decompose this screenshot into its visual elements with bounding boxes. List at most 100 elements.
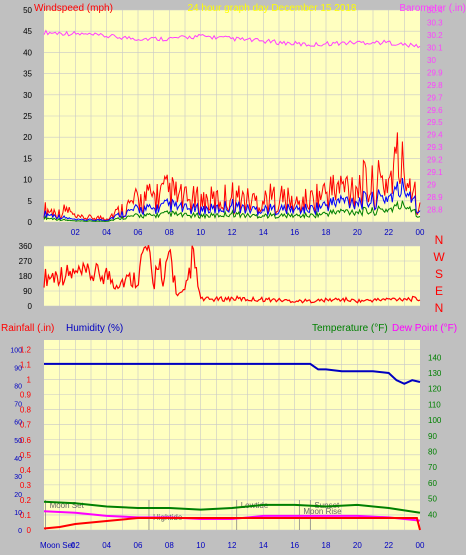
barometer-y-tick-label: 30.4: [427, 6, 443, 15]
wind-panel: 0 5 10 15 20 25 30 35 40 45 50 28.8 28.9 29 29.1 29.2 2…: [23, 3, 466, 237]
barometer-y-tick-label: 29.5: [427, 118, 443, 127]
barometer-y-tick-label: 29.2: [427, 156, 443, 165]
temperature-y-tick-label: 60: [428, 479, 437, 488]
wind-x-tick-label: 20: [353, 228, 362, 237]
wind-y-tick-label: 10: [23, 176, 32, 185]
barometer-y-tick-label: 29: [427, 181, 436, 190]
wind-x-tick-label: 18: [322, 228, 331, 237]
wind-y-tick-label: 35: [23, 70, 32, 79]
compass-label: N: [435, 301, 444, 315]
direction-y-tick-label: 270: [19, 257, 33, 266]
humidity-y-tick-label: 40: [14, 456, 22, 463]
barometer-y-ticks: 28.8 28.9 29 29.1 29.2 29.3 29.4 29.5 29.6 29.7 29…: [427, 6, 443, 215]
humidity-x-tick-label: 22: [384, 541, 393, 550]
temperature-y-tick-label: 80: [428, 448, 437, 457]
wind-y-tick-label: 5: [28, 197, 33, 206]
barometer-y-tick-label: 29.8: [427, 81, 443, 90]
wind-x-tick-label: 04: [102, 228, 111, 237]
direction-y-tick-label: 360: [19, 242, 33, 251]
wind-y-tick-label: 40: [23, 48, 32, 57]
wind-y-tick-label: 0: [28, 218, 33, 227]
dewpoint-y-label: Dew Point (°F): [392, 323, 457, 334]
gust-line: [43, 132, 421, 222]
wind-x-tick-label: 08: [165, 228, 174, 237]
humidity-x-tick-label: 12: [228, 541, 237, 550]
direction-y-tick-label: 180: [19, 272, 33, 281]
humidity-x-tick-label: 16: [290, 541, 299, 550]
rain-y-tick-label: 1.1: [20, 361, 32, 370]
wind-y-tick-label: 30: [23, 91, 32, 100]
humidity-y-tick-label: 30: [14, 474, 22, 481]
wind-y-tick-label: 45: [23, 27, 32, 36]
rain-y-tick-label: 0.5: [20, 451, 32, 460]
humidity-y-tick-label: 70: [14, 402, 22, 409]
humidity-x-ticks: 02 04 06 08 10 12 14 16 18 20 22 00: [71, 541, 425, 550]
direction-y-tick-label: 0: [28, 302, 33, 311]
rain-y-tick-label: 0: [27, 526, 32, 535]
barometer-y-tick-label: 29.1: [427, 168, 443, 177]
humidity-x-tick-label: 00: [416, 541, 425, 550]
barometer-y-tick-label: 29.4: [427, 131, 443, 140]
annotation-label: Moon Rise: [303, 507, 342, 516]
rain-y-tick-label: 0.9: [20, 391, 32, 400]
wind-x-tick-label: 02: [71, 228, 80, 237]
temperature-line: [43, 500, 421, 514]
rain-y-tick-label: 0.7: [20, 421, 32, 430]
wind-y-ticks: 0 5 10 15 20 25 30 35 40 45 50: [23, 6, 32, 227]
temperature-y-label: Temperature (°F): [312, 323, 388, 334]
barometer-y-tick-label: 28.9: [427, 193, 443, 202]
humidity-x-tick-label: 14: [259, 541, 268, 550]
compass-label: W: [433, 250, 445, 264]
humidity-x-tick-label: 08: [165, 541, 174, 550]
humidity-y-tick-label: 50: [14, 438, 22, 445]
temperature-y-tick-label: 40: [428, 510, 437, 519]
barometer-line: [43, 29, 421, 49]
wind-series: [43, 29, 421, 222]
temperature-y-tick-label: 120: [428, 385, 442, 394]
wind-x-tick-label: 14: [259, 228, 268, 237]
direction-series: [43, 245, 421, 304]
wind-x-ticks: 02 04 06 08 10 12 14 16 18 20 22 00: [71, 228, 425, 237]
wind-y-tick-label: 25: [23, 112, 32, 121]
barometer-y-tick-label: 28.8: [427, 206, 443, 215]
humidity-x-tick-label: 02: [71, 541, 80, 550]
wind-x-tick-label: 00: [416, 228, 425, 237]
temperature-y-tick-label: 140: [428, 353, 442, 362]
moon-set-x-label: Moon Set: [40, 541, 75, 550]
temperature-y-tick-label: 100: [428, 416, 442, 425]
wind-x-tick-label: 16: [290, 228, 299, 237]
rain-y-tick-label: 0.3: [20, 481, 32, 490]
rain-y-tick-label: 0.8: [20, 406, 32, 415]
barometer-y-tick-label: 29.6: [427, 106, 443, 115]
barometer-y-tick-label: 29.3: [427, 143, 443, 152]
humidity-y-tick-label: 60: [14, 420, 22, 427]
chart-title: 24 hour graph day December 15 2018: [187, 3, 356, 14]
rain-y-tick-label: 1.2: [20, 346, 32, 355]
rain-y-tick-label: 0.6: [20, 436, 32, 445]
humidity-y-tick-label: 100: [10, 348, 22, 355]
wind-low-line: [43, 200, 421, 222]
humidity-y-tick-label: 20: [14, 492, 22, 499]
rain-y-tick-label: 0.1: [20, 511, 32, 520]
temperature-y-tick-label: 130: [428, 369, 442, 378]
humidity-x-tick-label: 06: [134, 541, 143, 550]
rain-y-tick-label: 0.4: [20, 466, 32, 475]
temperature-y-tick-label: 70: [428, 463, 437, 472]
compass-label: E: [435, 284, 443, 298]
rain-y-tick-label: 1: [27, 376, 32, 385]
direction-y-tick-label: 90: [23, 287, 32, 296]
wind-y-tick-label: 50: [23, 6, 32, 15]
humidity-x-tick-label: 04: [102, 541, 111, 550]
wind-x-tick-label: 06: [134, 228, 143, 237]
direction-y-ticks: 0 90 180 270 360: [19, 242, 33, 311]
wind-y-tick-label: 15: [23, 154, 32, 163]
humidity-x-tick-label: 18: [322, 541, 331, 550]
temperature-y-tick-label: 90: [428, 432, 437, 441]
humidity-line: [44, 362, 421, 385]
wind-avg-line: [43, 178, 421, 222]
humidity-temp-series: [43, 362, 421, 531]
